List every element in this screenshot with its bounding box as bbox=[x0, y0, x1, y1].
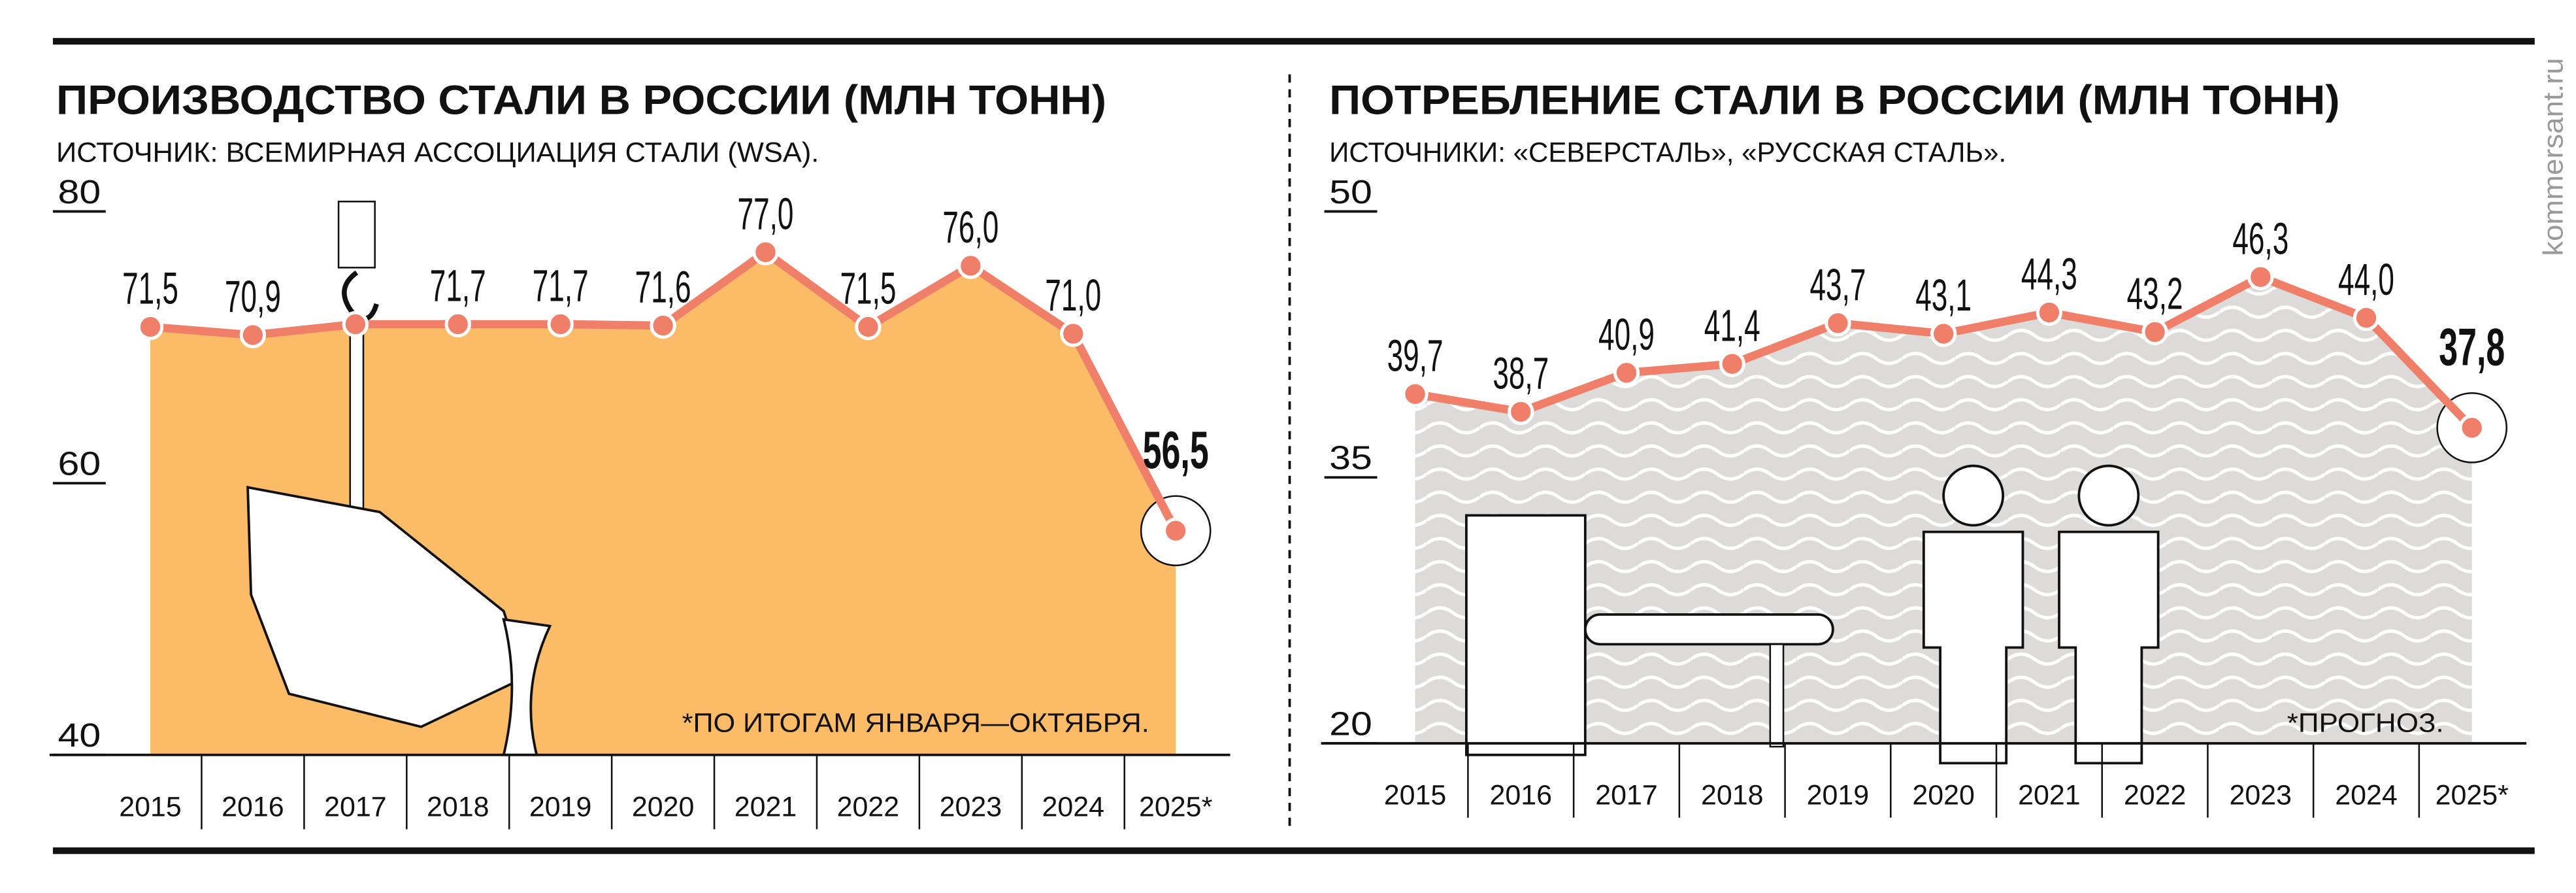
data-point bbox=[2247, 263, 2274, 290]
data-label: 77,0 bbox=[738, 189, 794, 239]
x-tick-label: 2015 bbox=[119, 791, 182, 822]
data-label: 44,3 bbox=[2021, 250, 2077, 299]
x-tick-label: 2024 bbox=[2335, 780, 2398, 811]
crane-hook-block-icon bbox=[337, 201, 376, 269]
data-point bbox=[650, 312, 676, 339]
left-title: ПРОИЗВОДСТВО СТАЛИ В РОССИИ (МЛН ТОНН) bbox=[56, 77, 1106, 123]
y-tick-label: 35 bbox=[1329, 439, 1372, 477]
x-tick-label: 2021 bbox=[735, 791, 797, 822]
top-rule bbox=[52, 38, 2535, 45]
y-tick-label: 40 bbox=[58, 716, 101, 754]
data-label: 71,5 bbox=[840, 264, 896, 314]
x-tick-label: 2016 bbox=[222, 791, 284, 822]
data-label: 71,7 bbox=[430, 261, 486, 311]
data-label: 56,5 bbox=[1143, 421, 1209, 480]
data-point bbox=[752, 239, 779, 265]
right-subtitle: ИСТОЧНИКИ: «СЕВЕРСТАЛЬ», «РУССКАЯ СТАЛЬ»… bbox=[1329, 137, 2006, 169]
data-point bbox=[2353, 304, 2380, 331]
x-tick-label: 2025* bbox=[1139, 791, 1213, 822]
x-tick-label: 2020 bbox=[1912, 780, 1975, 811]
data-label: 37,8 bbox=[2439, 318, 2505, 377]
crane-hook-icon bbox=[342, 270, 379, 322]
data-label: 71,5 bbox=[122, 264, 178, 314]
data-label: 71,7 bbox=[533, 261, 589, 311]
x-tick-label: 2019 bbox=[1807, 780, 1870, 811]
x-tick-label: 2023 bbox=[940, 791, 1002, 822]
x-tick-label: 2024 bbox=[1042, 791, 1104, 822]
x-tick-label: 2017 bbox=[324, 791, 387, 822]
y-tick-label: 20 bbox=[1329, 705, 1372, 742]
left-footnote: *ПО ИТОГАМ ЯНВАРЯ—ОКТЯБРЯ. bbox=[682, 707, 1149, 737]
worker-head-icon bbox=[1942, 464, 2005, 527]
x-tick-label: 2020 bbox=[632, 791, 695, 822]
data-point bbox=[2141, 318, 2168, 346]
x-tick-label: 2018 bbox=[1701, 780, 1764, 811]
data-point bbox=[1508, 398, 1534, 426]
data-point bbox=[1613, 360, 1640, 386]
left-subtitle: ИСТОЧНИК: ВСЕМИРНАЯ АССОЦИАЦИЯ СТАЛИ (WS… bbox=[56, 137, 819, 169]
data-label: 71,0 bbox=[1045, 271, 1101, 320]
y-tick-label: 50 bbox=[1329, 173, 1372, 211]
data-label: 46,3 bbox=[2232, 214, 2288, 263]
data-point bbox=[547, 311, 574, 338]
data-point bbox=[957, 252, 984, 279]
brand-watermark: kommersant.ru bbox=[2538, 58, 2569, 256]
data-label: 70,9 bbox=[225, 272, 281, 322]
worker-body-icon bbox=[2058, 530, 2160, 765]
x-tick-label: 2022 bbox=[837, 791, 900, 822]
data-point bbox=[137, 313, 164, 341]
y-tick-label: 80 bbox=[58, 173, 101, 211]
data-point bbox=[855, 313, 882, 341]
x-tick-label: 2017 bbox=[1595, 780, 1658, 811]
machine-icon bbox=[1465, 514, 1587, 756]
data-label: 41,4 bbox=[1704, 301, 1760, 350]
data-label: 38,7 bbox=[1493, 349, 1549, 399]
bottom-rule bbox=[52, 847, 2535, 854]
data-point bbox=[342, 311, 369, 338]
x-tick-label: 2015 bbox=[1384, 780, 1447, 811]
data-label: 71,6 bbox=[635, 263, 691, 312]
worker-body-icon bbox=[1922, 530, 2024, 765]
data-point bbox=[1825, 310, 1851, 337]
data-label: 76,0 bbox=[942, 203, 999, 252]
data-point bbox=[239, 322, 267, 348]
data-label: 40,9 bbox=[1598, 310, 1655, 360]
data-point bbox=[1060, 320, 1087, 347]
data-label: 43,7 bbox=[1809, 260, 1866, 310]
data-label: 44,0 bbox=[2338, 255, 2394, 305]
x-tick-label: 2019 bbox=[529, 791, 592, 822]
production-chart: 2015 2016 2017 2018 2019 2020 2021 2022 2023 2024… bbox=[49, 173, 1230, 830]
x-tick-label: 2022 bbox=[2124, 780, 2187, 811]
data-point bbox=[2458, 414, 2485, 441]
data-point bbox=[1719, 350, 1745, 377]
x-tick-label: 2025* bbox=[2436, 780, 2509, 811]
right-title: ПОТРЕБЛЕНИЕ СТАЛИ В РОССИИ (МЛН ТОНН) bbox=[1329, 77, 2339, 123]
x-tick-label: 2023 bbox=[2230, 780, 2292, 811]
worker-head-icon bbox=[2077, 464, 2140, 527]
x-tick-label: 2021 bbox=[2018, 780, 2081, 811]
consumption-chart: 2015 2016 2017 2018 2019 2020 2021 2022 2023 2024… bbox=[1321, 173, 2527, 818]
conveyor-belt-icon bbox=[1583, 613, 1834, 646]
data-point bbox=[444, 311, 471, 338]
data-point bbox=[2036, 299, 2063, 326]
crane-chain-icon bbox=[349, 321, 365, 538]
x-tick-label: 2016 bbox=[1490, 780, 1553, 811]
data-point bbox=[1402, 380, 1428, 407]
steel-ladle-icon bbox=[246, 486, 527, 728]
right-footnote: *ПРОГНОЗ. bbox=[2287, 707, 2444, 737]
conveyor-leg-icon bbox=[1769, 643, 1785, 748]
data-point bbox=[1930, 320, 1957, 347]
data-label: 39,7 bbox=[1387, 331, 1444, 380]
data-label: 43,1 bbox=[1915, 271, 1972, 320]
data-label: 43,2 bbox=[2127, 269, 2183, 318]
y-tick-label: 60 bbox=[58, 445, 101, 482]
data-point bbox=[1162, 517, 1189, 545]
x-tick-label: 2018 bbox=[427, 791, 489, 822]
